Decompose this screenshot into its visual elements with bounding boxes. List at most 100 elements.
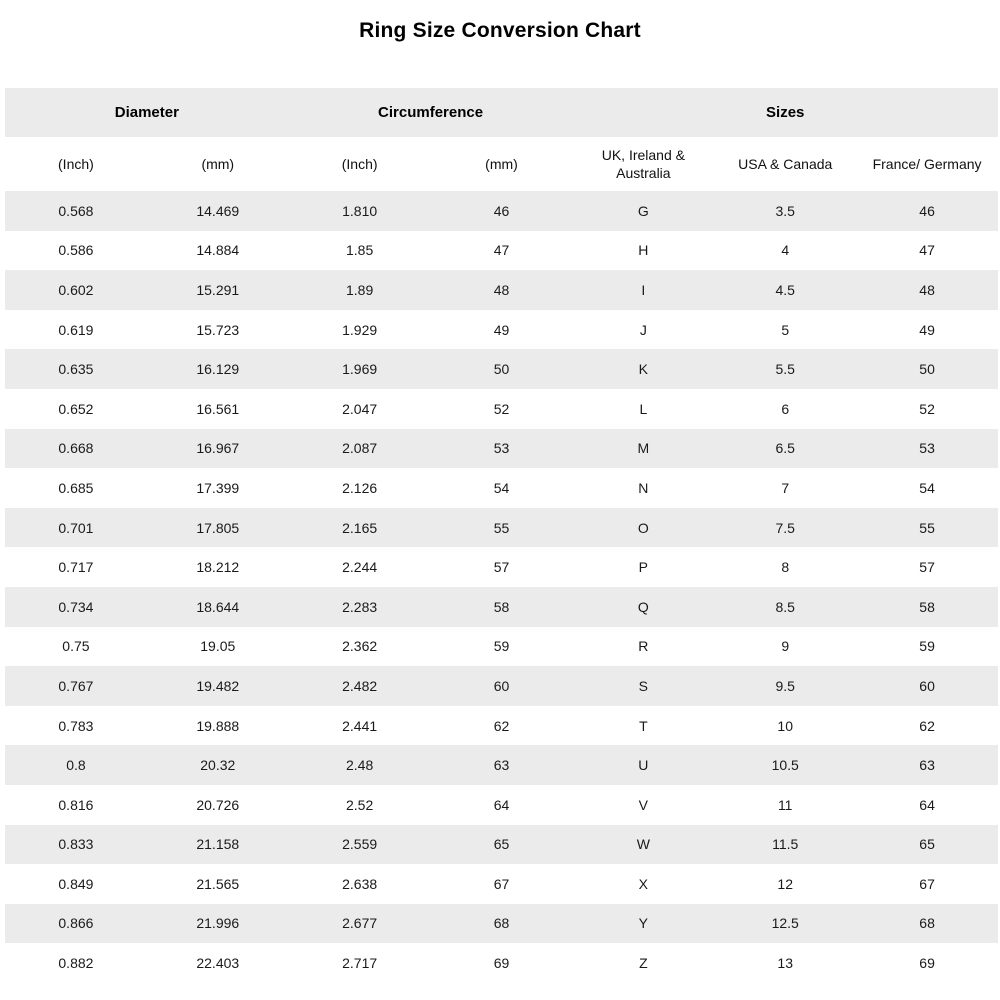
table-cell: 65 [919,836,935,853]
table-cell: 2.52 [346,796,374,813]
table-cell: N [638,479,649,496]
table-cell: 18.644 [196,598,240,615]
table-cell: 57 [919,559,935,576]
table-cell: I [641,281,646,298]
table-cell: 2.48 [346,757,374,774]
table-body: 0.568 14.469 1.810 46 G 3.5 46 0.586 14.884 1.85 4… [5,191,998,983]
table-cell: 64 [919,796,935,813]
table-row: 0.866 21.996 2.677 68 Y 12.5 68 [5,903,998,944]
table-cell: 53 [919,440,935,457]
table-cell: 10.5 [771,757,799,774]
table-cell: 48 [493,281,510,298]
table-cell: 0.849 [58,875,94,892]
table-row: 0.619 15.723 1.929 49 J 5 49 [5,309,998,350]
table-cell: 48 [919,281,935,298]
table-cell: 62 [919,717,935,734]
table-row: 0.783 19.888 2.441 62 T 10 62 [5,705,998,746]
table-cell: 52 [919,400,935,417]
table-cell: 21.158 [196,836,240,853]
table-cell: 11.5 [772,836,799,853]
table-cell: 64 [493,796,510,813]
table-cell: 3.5 [775,202,795,219]
table-cell: 6.5 [775,440,795,457]
column-header-circumference-inch: (Inch) [341,156,378,172]
column-header-diameter-mm: (mm) [201,156,235,172]
group-header-sizes: Sizes [766,104,805,121]
table-row: 0.882 22.403 2.717 69 Z 13 69 [5,943,998,983]
table-cell: J [639,321,647,338]
page-title: Ring Size Conversion Chart [359,19,641,42]
table-cell: 57 [493,559,510,576]
table-cell: 0.586 [58,242,94,259]
table-cell: 15.723 [196,321,240,338]
table-cell: 52 [493,400,510,417]
table-cell: 58 [493,598,510,615]
table-cell: 0.75 [62,638,90,655]
table-cell: R [638,638,649,655]
table-cell: 69 [919,955,935,972]
table-cell: 49 [493,321,510,338]
ring-size-conversion-table: Diameter Circumference Sizes (Inch) (mm)… [5,88,998,983]
table-cell: 7.5 [775,519,795,536]
table-row: 0.635 16.129 1.969 50 K 5.5 50 [5,349,998,389]
table-cell: K [638,361,649,378]
table-cell: G [637,202,649,219]
column-header-circumference-mm: (mm) [485,156,518,172]
table-cell: 62 [493,717,510,734]
table-cell: 2.482 [342,677,378,694]
table-cell: 68 [919,915,935,932]
table-cell: 14.884 [196,242,240,259]
table-cell: 2.441 [342,717,378,734]
table-cell: 20.32 [200,757,236,774]
table-cell: 1.810 [342,202,378,219]
table-cell: 1.89 [346,281,374,298]
table-cell: 47 [919,242,935,259]
table-cell: 16.561 [196,400,240,417]
table-cell: Y [638,915,649,932]
table-cell: 55 [493,519,510,536]
table-cell: 5.5 [775,361,795,378]
table-row: 0.685 17.399 2.126 54 N 7 54 [5,468,998,508]
table-cell: 55 [919,519,935,536]
table-cell: 2.283 [342,598,378,615]
column-header-france-germany: France/ Germany [872,156,982,172]
table-cell: L [639,400,648,417]
table-cell: 0.568 [58,202,94,219]
table-cell: 1.969 [342,361,378,378]
table-cell: 0.816 [58,796,94,813]
table-group-header-row: Diameter Circumference Sizes [5,88,998,137]
table-cell: V [638,796,649,813]
table-cell: 0.882 [58,955,94,972]
table-row: 0.652 16.561 2.047 52 L 6 52 [5,388,998,429]
table-cell: 0.635 [58,361,94,378]
table-cell: 0.783 [58,717,94,734]
table-cell: 0.734 [58,598,94,615]
table-cell: P [638,559,649,576]
table-cell: 15.291 [196,281,240,298]
table-cell: 0.652 [58,400,94,417]
table-cell: W [636,836,650,853]
table-cell: 69 [493,955,510,972]
table-cell: 7 [781,479,790,496]
table-row: 0.8 20.32 2.48 63 U 10.5 63 [5,745,998,785]
table-row: 0.602 15.291 1.89 48 I 4.5 48 [5,270,998,310]
table-row: 0.849 21.565 2.638 67 X 12 67 [5,864,998,904]
table-cell: 0.8 [66,757,86,774]
table-row: 0.568 14.469 1.810 46 G 3.5 46 [5,191,998,231]
table-cell: 63 [919,757,935,774]
table-cell: 2.126 [342,479,378,496]
column-header-uk-ireland-australia: UK, Ireland & Australia [601,147,685,181]
group-header-diameter: Diameter [114,104,179,121]
table-cell: 2.717 [342,955,378,972]
table-cell: 8 [781,559,790,576]
table-cell: T [639,717,648,734]
table-cell: 49 [919,321,935,338]
table-cell: 0.767 [58,677,94,694]
table-cell: 59 [919,638,935,655]
table-cell: 54 [493,479,510,496]
table-cell: 19.888 [196,717,240,734]
table-cell: 1.85 [346,242,374,259]
table-cell: 22.403 [196,955,240,972]
table-cell: 58 [919,598,935,615]
table-row: 0.717 18.212 2.244 57 P 8 57 [5,547,998,587]
